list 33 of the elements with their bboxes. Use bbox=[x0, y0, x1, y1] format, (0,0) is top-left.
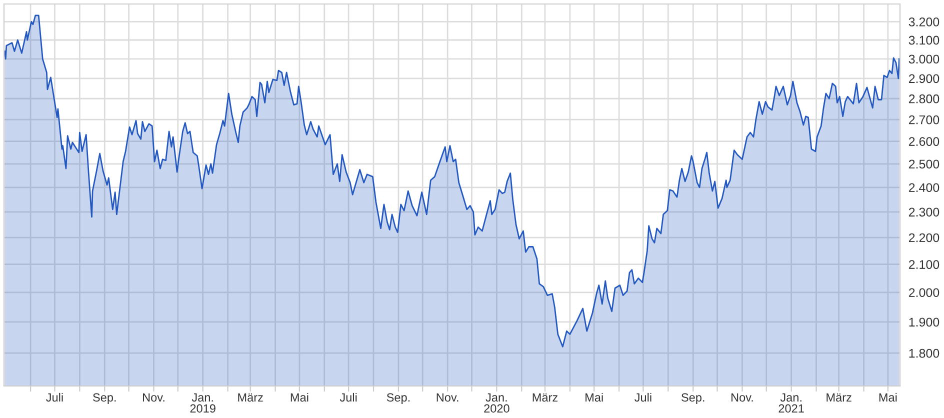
y-tick-label: 2.100 bbox=[908, 260, 940, 269]
x-tick-label: Juli bbox=[46, 392, 63, 402]
x-tick-label: Mai bbox=[586, 392, 603, 402]
y-tick-label: 2.700 bbox=[908, 115, 940, 124]
y-tick-label: 1.900 bbox=[909, 318, 940, 327]
y-tick-label: 3.100 bbox=[908, 36, 940, 45]
y-tick-label: 1.800 bbox=[909, 348, 940, 358]
y-tick-label: 3.000 bbox=[908, 54, 940, 64]
x-tick-label: März bbox=[532, 393, 558, 402]
x-tick-label: Jan. 2021 bbox=[778, 393, 804, 413]
x-tick-label: Juli bbox=[634, 392, 652, 402]
y-tick-label: 3.200 bbox=[908, 18, 940, 26]
x-tick-label: Mai bbox=[290, 392, 308, 402]
x-tick-label: März bbox=[238, 393, 263, 402]
x-tick-label: Sep. bbox=[682, 393, 704, 404]
y-tick-label: 2.600 bbox=[908, 137, 940, 146]
y-tick-label: 2.400 bbox=[908, 183, 940, 192]
x-tick-label: Sep. bbox=[386, 393, 410, 404]
x-tick-label: Juli bbox=[340, 392, 357, 402]
x-tick-label: Nov. bbox=[436, 393, 458, 402]
x-tick-label: Nov. bbox=[143, 393, 164, 402]
y-tick-label: 2.500 bbox=[908, 160, 940, 169]
x-tick-label: Sep. bbox=[93, 393, 116, 404]
y-tick-label: 2.200 bbox=[908, 233, 940, 242]
y-tick-label: 2.300 bbox=[908, 208, 940, 217]
y-tick-label: 2.000 bbox=[908, 288, 940, 298]
x-tick-label: Mai bbox=[879, 392, 897, 402]
x-tick-label: März bbox=[826, 393, 852, 402]
x-tick-label: Nov. bbox=[731, 393, 753, 402]
y-tick-label: 2.900 bbox=[908, 74, 940, 84]
x-tick-label: Jan. 2020 bbox=[484, 393, 510, 413]
y-tick-label: 2.800 bbox=[908, 94, 940, 104]
x-tick-label: Jan. 2019 bbox=[190, 393, 216, 413]
